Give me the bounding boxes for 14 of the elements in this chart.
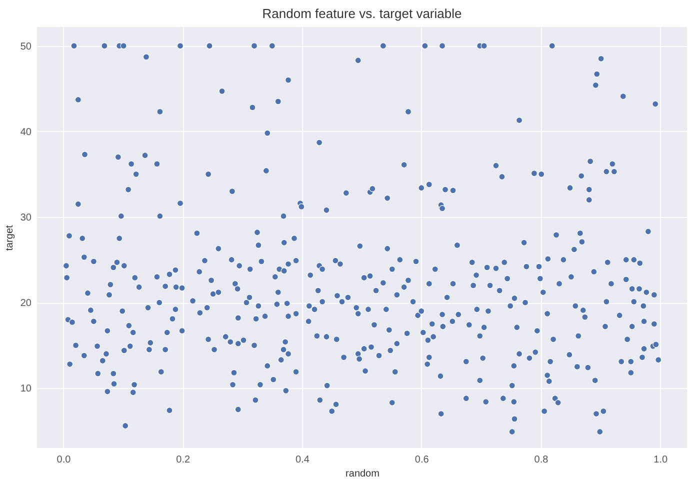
x-tick-label: 0.8 <box>534 454 549 466</box>
chart-title: Random feature vs. target variable <box>262 6 462 21</box>
y-axis-title: target <box>4 224 16 251</box>
x-tick-label: 1.0 <box>654 454 668 466</box>
x-tick-label: 0.4 <box>296 454 310 466</box>
y-tick-label: 20 <box>20 298 32 310</box>
y-tick-label: 40 <box>20 126 32 138</box>
y-tick-label: 10 <box>20 384 32 395</box>
x-axis-title: random <box>346 468 380 479</box>
y-tick-label: 50 <box>20 41 32 52</box>
x-tick-label: 0.6 <box>414 454 430 466</box>
x-tick-label: 0.2 <box>176 454 191 466</box>
y-tick-label: 30 <box>20 212 32 224</box>
x-tick-label: 0.0 <box>56 454 72 466</box>
